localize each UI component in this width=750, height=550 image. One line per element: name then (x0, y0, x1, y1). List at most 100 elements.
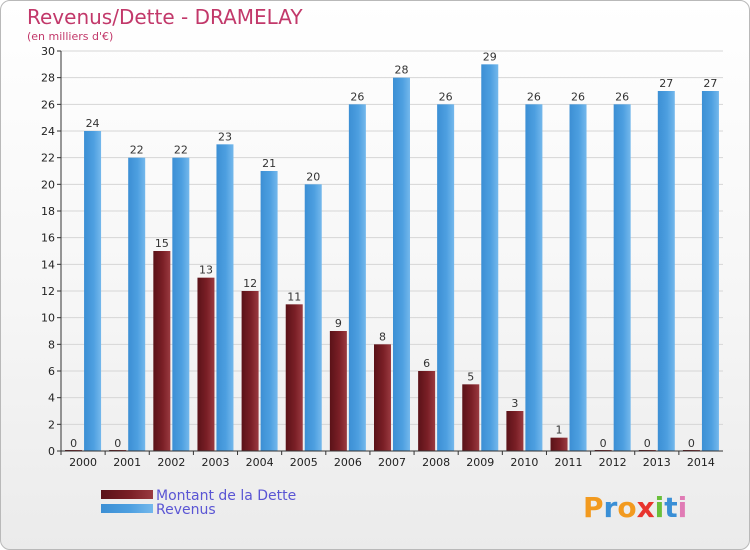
value-label-dette-2002: 15 (155, 237, 169, 250)
chart-subtitle: (en milliers d'€) (27, 30, 113, 43)
bar-dette-2008 (418, 371, 436, 451)
bar-revenus-2000 (84, 131, 102, 451)
x-tick-label: 2011 (555, 456, 583, 469)
value-label-revenus-2006: 26 (350, 90, 364, 103)
y-tick-label: 10 (41, 312, 55, 325)
bar-revenus-2008 (437, 104, 455, 451)
bar-revenus-2005 (304, 184, 322, 452)
value-label-dette-2007: 8 (379, 330, 386, 343)
x-tick-label: 2014 (687, 456, 715, 469)
value-label-revenus-2001: 22 (130, 144, 144, 157)
x-tick-label: 2002 (157, 456, 185, 469)
value-label-revenus-2008: 26 (439, 90, 453, 103)
legend-label-dette: Montant de la Dette (156, 488, 296, 504)
y-tick-label: 20 (41, 178, 55, 191)
bar-dette-2003 (197, 277, 215, 451)
bar-revenus-2011 (569, 104, 587, 451)
bar-revenus-2006 (348, 104, 366, 451)
y-tick-label: 22 (41, 152, 55, 165)
value-label-revenus-2003: 23 (218, 130, 232, 143)
value-label-revenus-2007: 28 (395, 64, 409, 77)
value-label-revenus-2000: 24 (86, 117, 100, 130)
value-labels: 0 24 0 22 15 22 13 23 12 21 11 20 9 26 8 28 6 26 5 29 3 26 1 26… (70, 50, 717, 450)
proxiti-logo: Proxiti (583, 491, 687, 524)
value-label-dette-2012: 0 (600, 437, 607, 450)
value-label-revenus-2004: 21 (262, 157, 276, 170)
value-label-revenus-2014: 27 (703, 77, 717, 90)
bar-dette-2009 (462, 384, 480, 451)
value-label-revenus-2009: 29 (483, 50, 497, 63)
value-label-revenus-2013: 27 (659, 77, 673, 90)
value-label-revenus-2002: 22 (174, 144, 188, 157)
y-tick-label: 4 (48, 392, 55, 405)
value-label-dette-2004: 12 (243, 277, 257, 290)
value-label-dette-2013: 0 (644, 437, 651, 450)
x-axis-ticks: 2000 2001 2002 2003 2004 2005 2006 2007 2008 2009… (60, 451, 715, 469)
value-label-revenus-2010: 26 (527, 90, 541, 103)
y-tick-label: 6 (48, 365, 55, 378)
bar-revenus-2001 (128, 157, 146, 451)
value-label-dette-2005: 11 (287, 290, 301, 303)
x-tick-label: 2004 (246, 456, 274, 469)
y-tick-label: 12 (41, 285, 55, 298)
bar-dette-2007 (374, 344, 391, 451)
value-label-dette-2003: 13 (199, 264, 213, 277)
x-tick-label: 2000 (69, 456, 97, 469)
x-tick-label: 2005 (290, 456, 318, 469)
bar-revenus-2012 (613, 104, 631, 451)
y-tick-label: 2 (48, 418, 55, 431)
x-tick-label: 2013 (643, 456, 671, 469)
y-tick-label: 28 (41, 72, 55, 85)
bar-dette-2004 (241, 291, 259, 451)
y-tick-label: 0 (48, 445, 55, 458)
value-label-dette-2000: 0 (70, 437, 77, 450)
value-label-revenus-2011: 26 (571, 90, 585, 103)
x-tick-label: 2010 (510, 456, 538, 469)
y-tick-label: 24 (41, 125, 55, 138)
bar-revenus-2013 (657, 91, 675, 451)
bar-revenus-2009 (481, 64, 499, 452)
value-label-dette-2008: 6 (423, 357, 430, 370)
bars (65, 64, 719, 452)
axes (60, 51, 723, 452)
y-tick-label: 16 (41, 232, 55, 245)
x-tick-label: 2008 (422, 456, 450, 469)
chart-title: Revenus/Dette - DRAMELAY (27, 5, 303, 29)
legend-label-revenus: Revenus (156, 502, 216, 518)
bar-revenus-2010 (525, 104, 543, 451)
bar-dette-2005 (285, 304, 303, 451)
x-tick-label: 2012 (599, 456, 627, 469)
legend-swatch-dette (101, 490, 153, 499)
bar-dette-2002 (153, 251, 171, 451)
x-tick-label: 2001 (113, 456, 141, 469)
grid-lines (61, 50, 723, 452)
bar-dette-2010 (506, 411, 524, 451)
bar-revenus-2004 (260, 171, 278, 451)
value-label-revenus-2005: 20 (306, 170, 320, 183)
bar-dette-2011 (550, 437, 568, 451)
y-tick-label: 18 (41, 205, 55, 218)
y-tick-label: 30 (41, 45, 55, 58)
bar-revenus-2014 (701, 91, 719, 451)
y-tick-label: 8 (48, 338, 55, 351)
value-label-dette-2010: 3 (511, 397, 518, 410)
x-tick-label: 2003 (201, 456, 229, 469)
bar-revenus-2007 (393, 77, 410, 452)
bar-dette-2006 (329, 331, 347, 451)
value-label-dette-2009: 5 (467, 370, 474, 383)
bar-revenus-2002 (172, 157, 190, 451)
bar-revenus-2003 (216, 144, 234, 452)
value-label-dette-2011: 1 (556, 424, 563, 437)
value-label-dette-2014: 0 (688, 437, 695, 450)
value-label-revenus-2012: 26 (615, 90, 629, 103)
y-tick-label: 26 (41, 98, 55, 111)
x-tick-label: 2009 (466, 456, 494, 469)
legend-swatch-revenus (101, 504, 153, 513)
value-label-dette-2006: 9 (335, 317, 342, 330)
x-tick-label: 2007 (378, 456, 406, 469)
x-tick-label: 2006 (334, 456, 362, 469)
